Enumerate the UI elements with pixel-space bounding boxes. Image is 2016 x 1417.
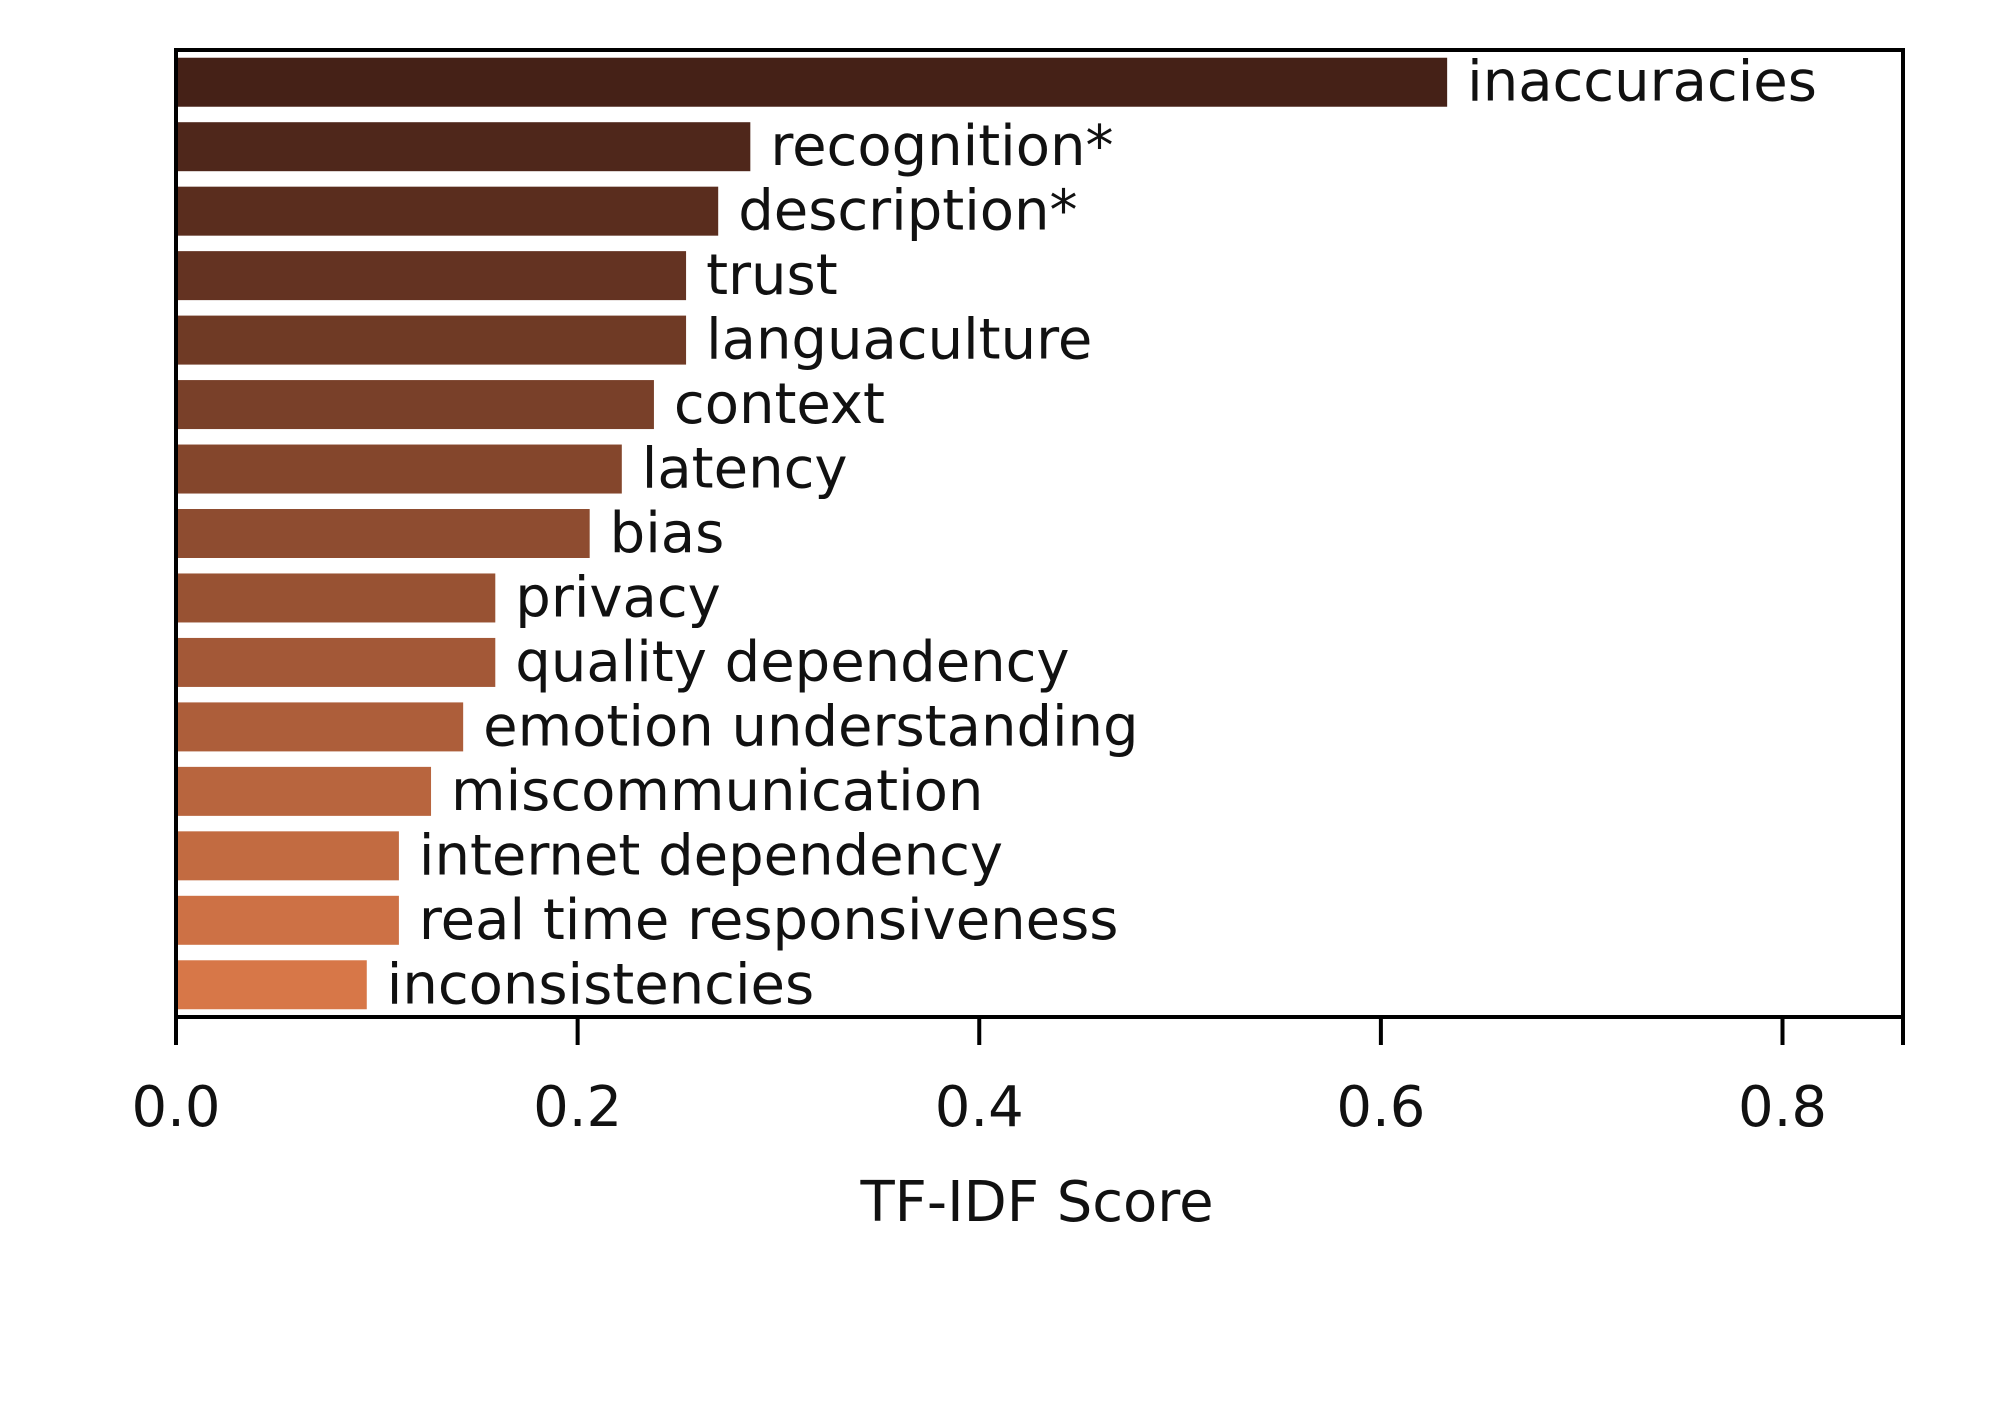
x-tick-label-4: 0.8 (1738, 1075, 1827, 1140)
bar-label-12: internet dependency (419, 823, 1003, 888)
bar-label-1: recognition* (770, 114, 1113, 179)
bar-1 (178, 122, 751, 172)
bar-label-7: bias (610, 501, 725, 566)
bar-12 (178, 831, 399, 881)
bar-0 (178, 57, 1448, 107)
x-tick-label-0: 0.0 (131, 1075, 220, 1140)
bar-labels-group: inaccuracies recognition*description*trus… (387, 50, 1817, 1018)
bar-label-2: description* (738, 179, 1077, 244)
x-axis-label: TF-IDF Score (859, 1170, 1213, 1235)
bar-10 (178, 702, 464, 752)
bar-5 (178, 380, 654, 430)
x-tick-label-3: 0.6 (1336, 1075, 1425, 1140)
bar-4 (178, 315, 687, 365)
bar-label-0: inaccuracies (1467, 50, 1817, 115)
bar-label-11: miscommunication (451, 759, 983, 824)
bar-14 (178, 960, 367, 1010)
bar-7 (178, 509, 590, 558)
bar-11 (178, 766, 432, 816)
bar-label-3: trust (706, 243, 838, 308)
bar-label-9: quality dependency (515, 630, 1069, 695)
bar-2 (178, 186, 719, 236)
bar-label-5: context (674, 372, 885, 437)
bars-group (178, 57, 1448, 1010)
bar-9 (178, 637, 496, 687)
bar-13 (178, 895, 399, 945)
x-axis-ticks: 0.0 0.2 0.4 0.6 0.8 (131, 1017, 1905, 1140)
bar-6 (178, 444, 622, 494)
bar-label-4: languaculture (706, 308, 1092, 373)
bar-label-6: latency (642, 437, 848, 502)
x-tick-label-1: 0.2 (533, 1075, 622, 1140)
bar-label-14: inconsistencies (387, 952, 814, 1017)
bar-label-10: emotion understanding (483, 694, 1138, 759)
bar-8 (178, 573, 496, 623)
bar-label-8: privacy (515, 565, 721, 630)
bar-label-13: real time responsiveness (419, 888, 1119, 953)
x-tick-label-2: 0.4 (935, 1075, 1024, 1140)
bar-3 (178, 251, 687, 301)
plot-frame (174, 48, 1905, 1019)
